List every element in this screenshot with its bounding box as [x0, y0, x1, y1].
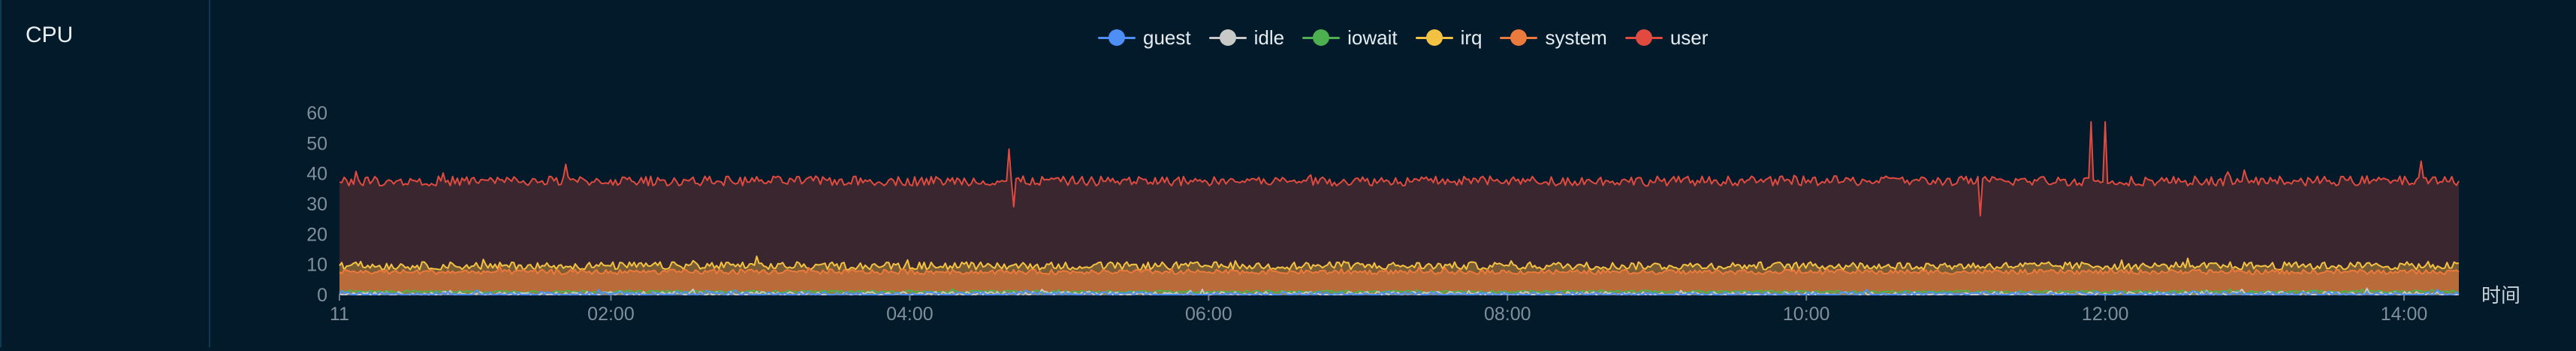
legend-marker-user — [1624, 29, 1663, 47]
series-area-system — [339, 265, 2459, 295]
y-tick-label: 0 — [317, 285, 327, 306]
legend-label-guest: guest — [1143, 26, 1191, 49]
panel-border — [0, 0, 2, 347]
legend-item-guest[interactable]: guest — [1098, 26, 1191, 50]
legend-label-irq: irq — [1460, 26, 1483, 49]
y-tick-label: 50 — [306, 133, 327, 154]
x-tick-label: 14:00 — [2381, 304, 2428, 325]
y-tick-label: 40 — [306, 164, 327, 185]
panel-header: CPU — [0, 0, 210, 347]
x-tick-label: 04:00 — [886, 304, 934, 325]
legend-label-user: user — [1670, 26, 1709, 49]
legend-marker-guest — [1098, 29, 1136, 47]
y-tick-label: 20 — [306, 224, 327, 245]
cpu-chart-svg: 0 10 20 30 40 50 60 11 02:00 04:00 06:00 08:00 10:00… — [306, 103, 2520, 325]
series-line-idle — [339, 287, 2459, 295]
legend-marker-system — [1500, 29, 1538, 47]
legend-marker-irq — [1415, 29, 1453, 47]
legend-marker-idle — [1208, 29, 1247, 47]
x-tick-label: 06:00 — [1185, 304, 1232, 325]
series-area-user — [339, 122, 2459, 295]
y-tick-label: 10 — [306, 255, 327, 276]
legend-item-irq[interactable]: irq — [1415, 26, 1483, 50]
legend-item-iowait[interactable]: iowait — [1302, 26, 1398, 50]
chart-legend: guest idle iowait irq system user — [1098, 23, 1726, 53]
series-line-system — [339, 265, 2460, 275]
x-tick-label: 11 — [330, 304, 349, 325]
series-line-user — [339, 121, 2460, 217]
x-axis-label: 时间 — [2481, 284, 2520, 307]
y-tick-label: 60 — [306, 103, 327, 124]
series-line-iowait — [339, 288, 2460, 294]
legend-item-user[interactable]: user — [1624, 26, 1709, 50]
x-tick-label: 10:00 — [1783, 304, 1830, 325]
cpu-chart: guest idle iowait irq system user 0 10 20 30 40 50… — [212, 0, 2576, 347]
x-tick-label: 02:00 — [587, 304, 635, 325]
series-line-irq — [339, 256, 2460, 271]
legend-label-iowait: iowait — [1347, 26, 1398, 49]
legend-label-idle: idle — [1253, 26, 1285, 49]
panel-title: CPU — [26, 23, 74, 47]
x-tick-label: 12:00 — [2082, 304, 2129, 325]
series-group — [339, 121, 2460, 295]
legend-item-system[interactable]: system — [1500, 26, 1607, 50]
x-tick-label: 08:00 — [1484, 304, 1531, 325]
y-tick-label: 30 — [306, 194, 327, 215]
legend-item-idle[interactable]: idle — [1208, 26, 1285, 50]
series-line-guest — [339, 289, 2460, 295]
legend-label-system: system — [1545, 26, 1607, 49]
legend-marker-iowait — [1302, 29, 1341, 47]
